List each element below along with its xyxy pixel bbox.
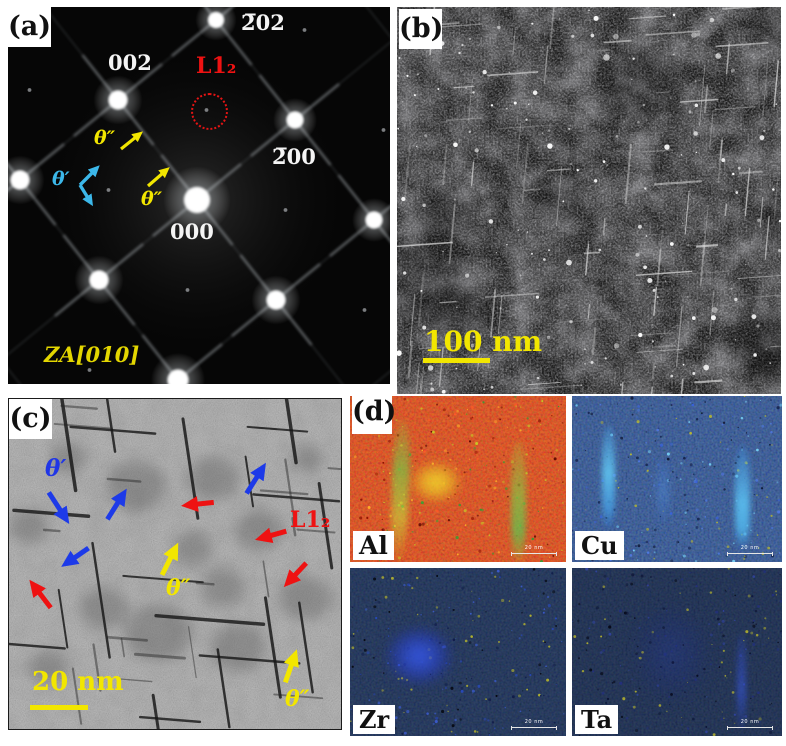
scale-bar-line-20nm bbox=[30, 705, 88, 710]
theta-prime-arrow-2 bbox=[105, 488, 127, 521]
panel-c-arrow-overlay bbox=[29, 462, 309, 684]
scale-bar-line-100nm bbox=[423, 358, 490, 363]
panel-a-saed-pattern: (a) 002 2̅02 L1₂ 2̅00 000 θ″ θ″ θ′ ZA[01… bbox=[8, 7, 390, 384]
cu-scale-text: 20 nm bbox=[740, 545, 760, 551]
darkfield-texture bbox=[397, 7, 781, 394]
l12-label: L1₂ bbox=[196, 53, 237, 79]
cu-scale-line bbox=[727, 552, 773, 556]
spot-label-000: 000 bbox=[170, 219, 214, 244]
theta-prime-arrow-up bbox=[78, 165, 100, 187]
al-zr-blob bbox=[404, 456, 468, 508]
element-label-cu: Cu bbox=[575, 531, 624, 560]
theta-double-prime-arrow-upper bbox=[120, 131, 143, 151]
l12-label: L1₂ bbox=[290, 507, 331, 533]
zr-map-scale-bar: 20 nm bbox=[511, 719, 557, 730]
ta-scale-line bbox=[727, 726, 773, 730]
zone-axis-label: ZA[010] bbox=[44, 342, 140, 367]
scale-bar-label-100nm: 100 nm bbox=[424, 325, 543, 358]
theta-prime-arrow-down bbox=[78, 184, 93, 207]
l12-arrow-4 bbox=[29, 579, 53, 610]
l12-arrow-3 bbox=[283, 561, 309, 588]
eds-map-al: Al 20 nm bbox=[350, 396, 566, 562]
theta-double-prime-label-mid: θ″ bbox=[166, 575, 191, 601]
scale-bar-label-20nm: 20 nm bbox=[32, 667, 124, 697]
panel-d-eds-maps: (d) Al 20 nm Cu 20 nm Zr 20 bbox=[350, 390, 782, 736]
eds-map-ta: Ta 20 nm bbox=[572, 568, 782, 736]
panel-a-tag: (a) bbox=[8, 7, 51, 47]
element-label-zr: Zr bbox=[353, 705, 396, 734]
panel-d-tag: (d) bbox=[352, 390, 396, 434]
theta-prime-label: θ′ bbox=[45, 455, 67, 482]
eds-map-cu: Cu 20 nm bbox=[572, 396, 782, 562]
panel-c-tag: (c) bbox=[9, 399, 52, 439]
saed-texture bbox=[8, 7, 390, 384]
al-depleted-streak-right bbox=[511, 442, 526, 562]
al-scale-line bbox=[511, 552, 557, 556]
ta-rich-streak bbox=[737, 634, 746, 728]
spot-label-002: 002 bbox=[108, 50, 152, 75]
element-label-al: Al bbox=[353, 531, 394, 560]
element-label-ta: Ta bbox=[575, 705, 619, 734]
al-map-scale-bar: 20 nm bbox=[511, 545, 557, 556]
ta-faint-region bbox=[624, 594, 719, 712]
zr-scale-text: 20 nm bbox=[524, 719, 544, 725]
ta-map-scale-bar: 20 nm bbox=[727, 719, 773, 730]
cu-map-scale-bar: 20 nm bbox=[727, 545, 773, 556]
spot-label-m202: 2̅02 bbox=[241, 10, 285, 35]
theta-prime-arrow-3 bbox=[244, 462, 266, 495]
al-scale-text: 20 nm bbox=[524, 545, 544, 551]
theta-double-prime-arrow-bottom bbox=[282, 649, 299, 684]
eds-map-zr: Zr 20 nm bbox=[350, 568, 566, 736]
zr-rich-blob bbox=[378, 620, 460, 692]
cu-rich-streak-right bbox=[735, 446, 750, 550]
theta-double-prime-label-bottom: θ″ bbox=[285, 686, 310, 712]
ta-scale-text: 20 nm bbox=[740, 719, 760, 725]
theta-prime-arrow-4 bbox=[61, 546, 90, 567]
panel-a-arrow-overlay bbox=[78, 131, 170, 207]
cu-rich-streak-mid bbox=[657, 460, 669, 524]
theta-prime-label: θ′ bbox=[52, 168, 70, 190]
l12-superlattice-spot-circle bbox=[191, 93, 228, 130]
panel-b-darkfield-tem: (b) 100 nm bbox=[397, 7, 781, 394]
cu-rich-streak-left bbox=[602, 426, 615, 530]
panel-b-tag: (b) bbox=[399, 9, 443, 49]
zr-scale-line bbox=[511, 726, 557, 730]
l12-arrow-2 bbox=[255, 527, 287, 544]
theta-double-prime-label-upper: θ″ bbox=[94, 127, 116, 149]
panel-c-brightfield-tem: (c) θ′ L1₂ θ″ θ″ 20 nm bbox=[8, 398, 342, 730]
theta-prime-arrow-1 bbox=[46, 491, 70, 524]
theta-double-prime-arrow-mid bbox=[159, 542, 179, 577]
theta-double-prime-label-lower: θ″ bbox=[141, 188, 163, 210]
theta-double-prime-arrow-lower bbox=[146, 167, 170, 188]
spot-label-m200: 2̅00 bbox=[272, 144, 316, 169]
l12-arrow-1 bbox=[181, 496, 215, 512]
